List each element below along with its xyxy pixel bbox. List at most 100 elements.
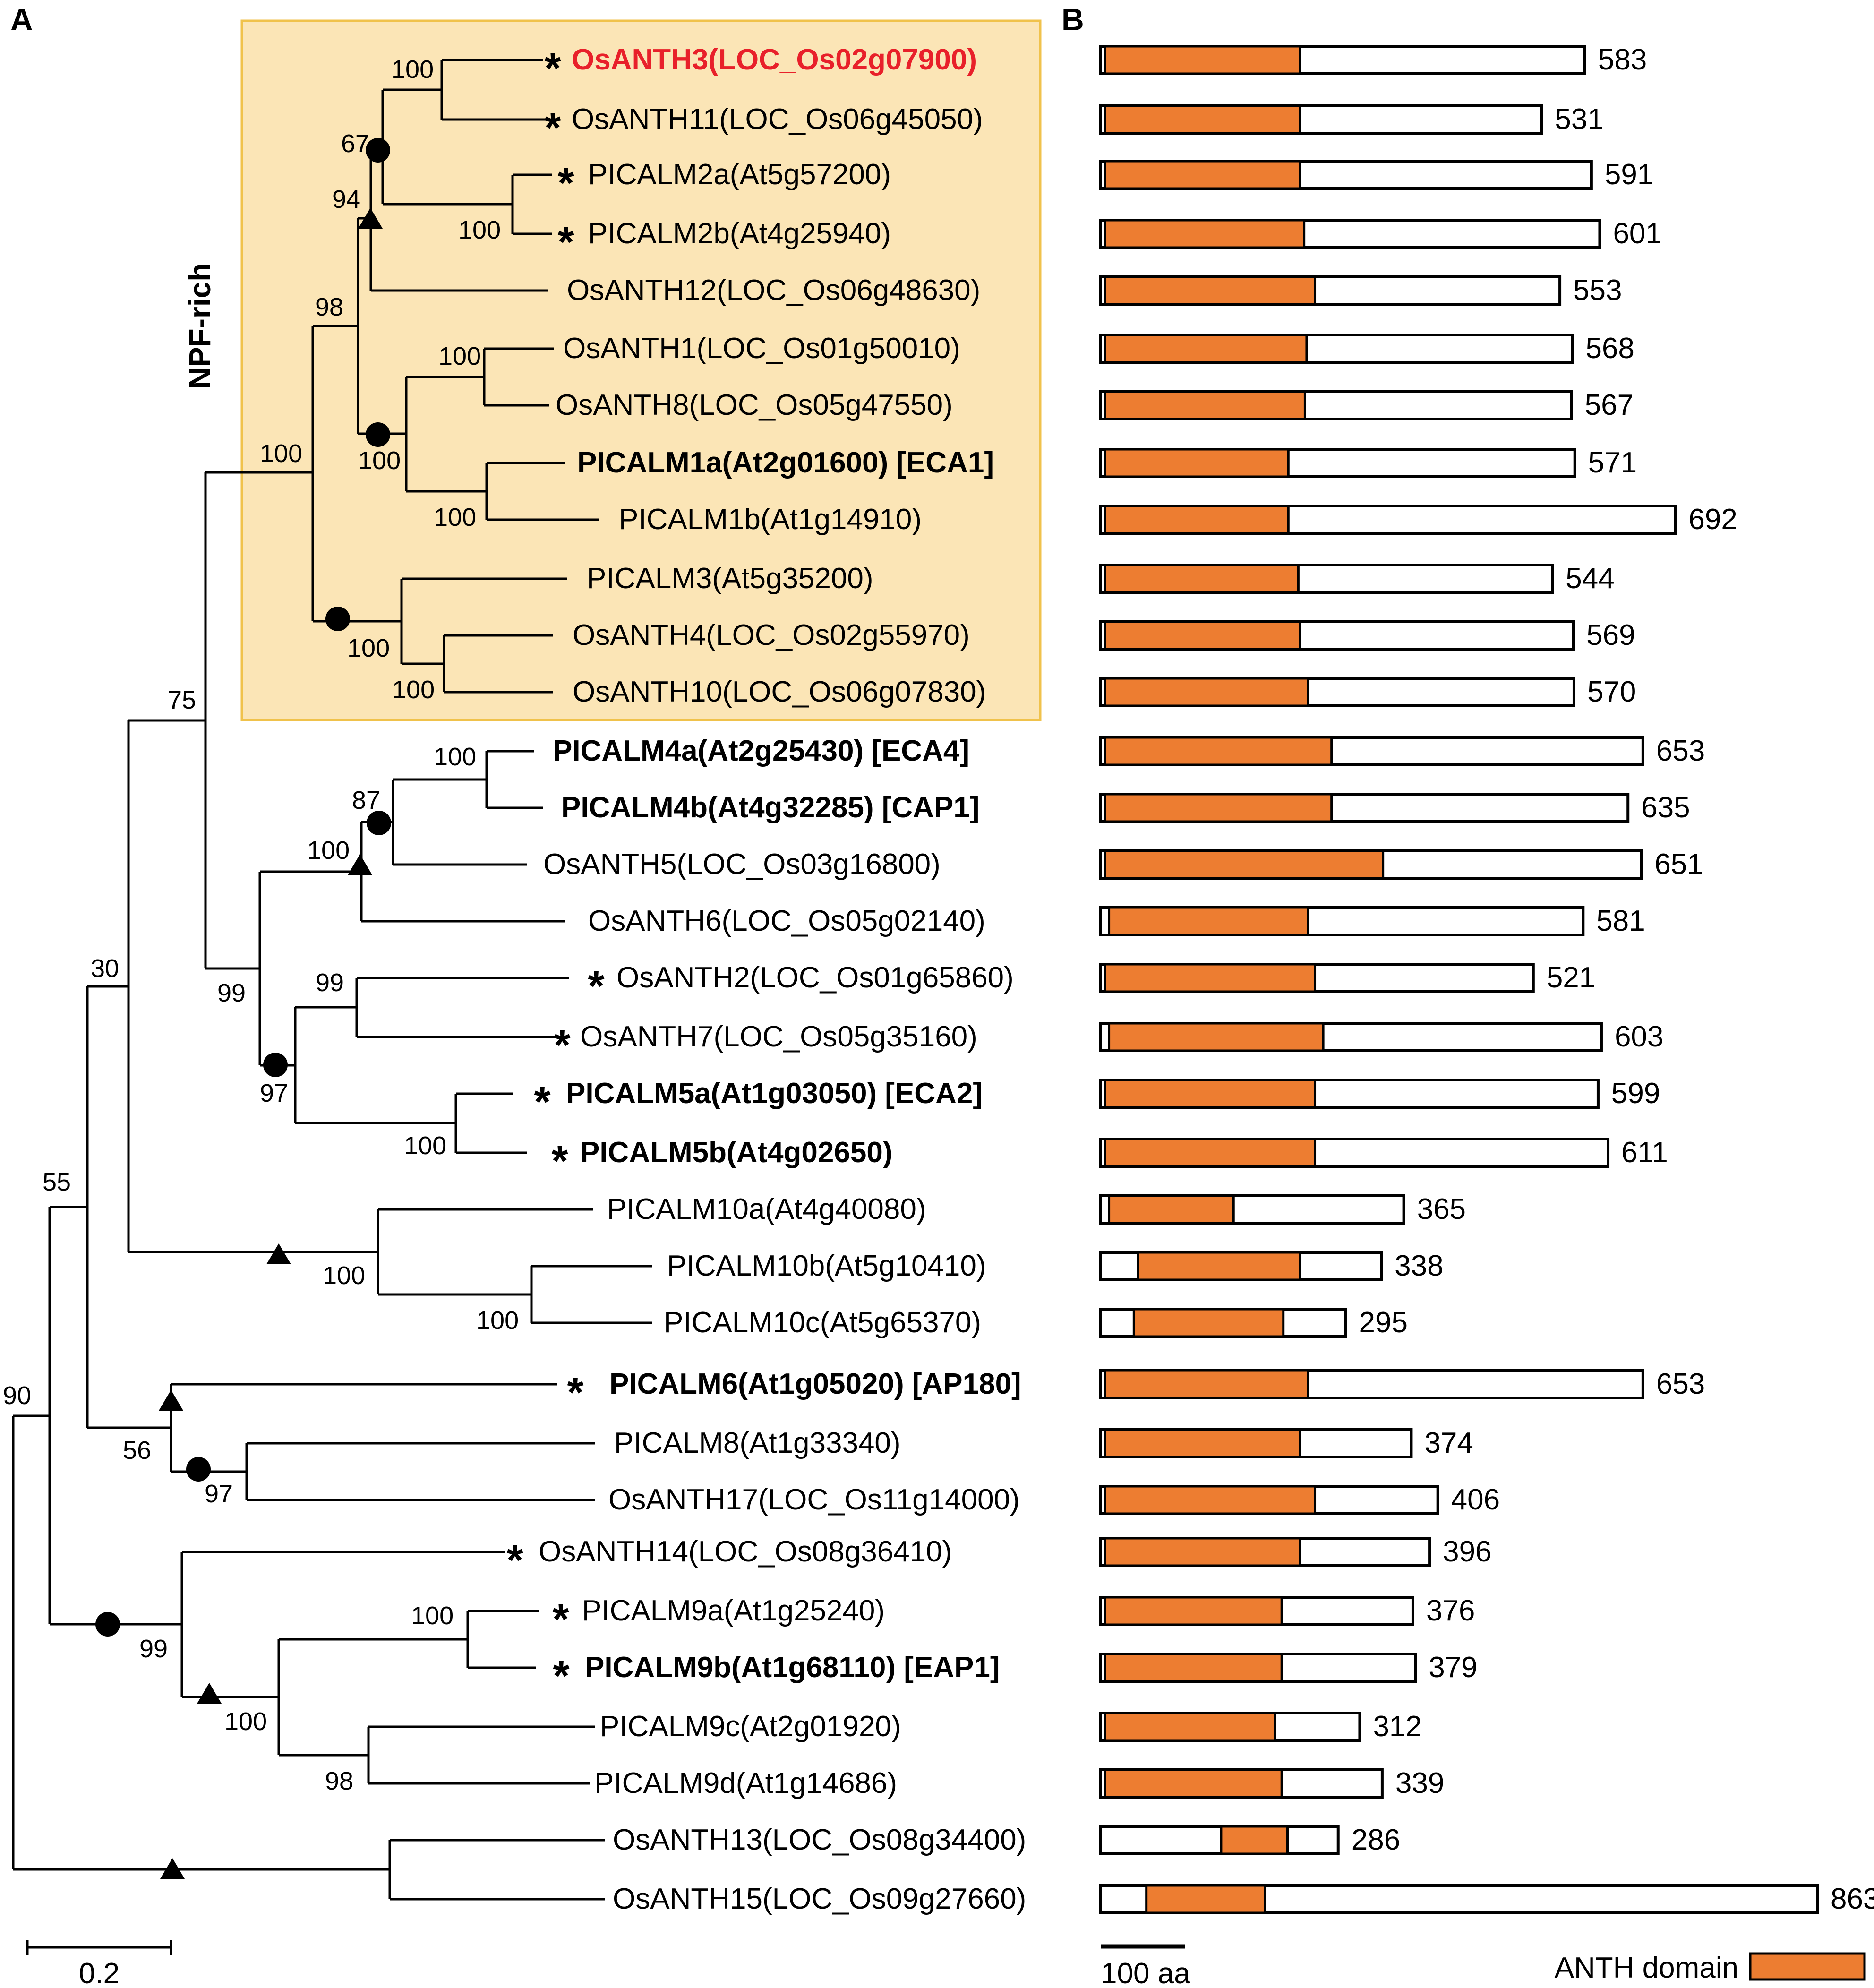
node-circle-marker bbox=[366, 422, 390, 447]
tree-branch bbox=[87, 1383, 557, 1472]
green-asterisk-marker: * bbox=[534, 1079, 550, 1126]
anth-domain-bar bbox=[1104, 1485, 1317, 1515]
green-asterisk-marker: * bbox=[557, 160, 574, 207]
anth-domain-bar bbox=[1104, 160, 1301, 190]
leaf-label: PICALM9a(At1g25240) bbox=[582, 1594, 885, 1627]
anth-domain-bar bbox=[1104, 334, 1308, 364]
bootstrap-value: 100 bbox=[358, 446, 401, 475]
bootstrap-value: 99 bbox=[316, 968, 344, 997]
bootstrap-value: 100 bbox=[476, 1306, 519, 1335]
leaf-label: OsANTH1(LOC_Os01g50010) bbox=[563, 332, 960, 365]
protein-length-label: 611 bbox=[1621, 1136, 1668, 1169]
anth-domain-bar bbox=[1145, 1884, 1266, 1914]
leaf-label: OsANTH17(LOC_Os11g14000) bbox=[608, 1483, 1020, 1516]
anth-domain-bar bbox=[1104, 390, 1306, 420]
protein-bar bbox=[1099, 1825, 1340, 1855]
anth-domain-bar bbox=[1104, 1369, 1309, 1399]
bootstrap-value: 100 bbox=[438, 342, 481, 370]
anth-domain-bar bbox=[1104, 1079, 1317, 1109]
leaf-label: OsANTH4(LOC_Os02g55970) bbox=[573, 619, 970, 651]
leaf-label: PICALM1b(At1g14910) bbox=[619, 503, 922, 536]
anth-domain-bar bbox=[1104, 448, 1290, 478]
node-triangle-marker bbox=[348, 854, 372, 875]
domain-scale-bar: 100 aa bbox=[1101, 1944, 1190, 1988]
protein-length-label: 635 bbox=[1641, 791, 1690, 824]
tree-branch bbox=[393, 750, 543, 809]
panel-b-label: B bbox=[1061, 2, 1084, 37]
leaf-label: OsANTH10(LOC_Os06g07830) bbox=[573, 676, 986, 708]
leaf-label: OsANTH15(LOC_Os09g27660) bbox=[613, 1883, 1026, 1915]
protein-length-label: 651 bbox=[1654, 848, 1703, 881]
tree-branch bbox=[205, 326, 314, 621]
tree-branch bbox=[295, 1092, 527, 1154]
green-asterisk-marker: * bbox=[557, 219, 574, 266]
node-triangle-marker bbox=[159, 1390, 183, 1411]
leaf-label: PICALM4a(At2g25430) [ECA4] bbox=[553, 735, 969, 767]
protein-length-label: 312 bbox=[1373, 1710, 1421, 1743]
protein-length-label: 295 bbox=[1359, 1306, 1408, 1339]
tree-branch bbox=[128, 1208, 593, 1294]
node-circle-marker bbox=[366, 138, 390, 163]
leaf-label: PICALM3(At5g35200) bbox=[587, 562, 873, 595]
protein-length-label: 581 bbox=[1596, 905, 1645, 937]
bootstrap-value: 100 bbox=[411, 1602, 454, 1630]
bootstrap-value: 67 bbox=[341, 129, 369, 158]
anth-domain-bar bbox=[1104, 1428, 1301, 1458]
protein-length-label: 692 bbox=[1688, 503, 1737, 536]
protein-length-label: 653 bbox=[1656, 735, 1705, 767]
anth-domain-bar bbox=[1137, 1251, 1301, 1281]
anth-domain-bar bbox=[1104, 1653, 1283, 1683]
node-triangle-marker bbox=[358, 208, 383, 229]
red-asterisk-marker: * bbox=[544, 45, 561, 92]
protein-length-label: 571 bbox=[1588, 446, 1637, 479]
protein-length-label: 863 bbox=[1831, 1883, 1874, 1915]
anth-domain-bar bbox=[1104, 677, 1309, 707]
leaf-label: PICALM8(At1g33340) bbox=[614, 1427, 901, 1459]
leaf-label: OsANTH5(LOC_Os03g16800) bbox=[543, 848, 941, 881]
anth-domain-bar bbox=[1108, 906, 1309, 936]
leaf-label: PICALM9c(At2g01920) bbox=[600, 1710, 901, 1743]
node-circle-marker bbox=[263, 1053, 288, 1077]
node-triangle-marker bbox=[160, 1858, 185, 1879]
bootstrap-value: 100 bbox=[404, 1131, 446, 1160]
protein-length-label: 591 bbox=[1605, 158, 1653, 191]
tree-branch bbox=[279, 1725, 595, 1785]
bootstrap-value: 75 bbox=[168, 686, 196, 714]
leaf-label: OsANTH2(LOC_Os01g65860) bbox=[616, 961, 1014, 994]
leaf-label: PICALM10c(At5g65370) bbox=[664, 1306, 981, 1339]
protein-length-label: 339 bbox=[1395, 1767, 1444, 1799]
bootstrap-value: 56 bbox=[123, 1436, 151, 1465]
anth-domain-bar bbox=[1104, 45, 1301, 75]
tree-branch bbox=[383, 59, 548, 121]
bootstrap-value: 100 bbox=[458, 216, 501, 244]
node-circle-marker bbox=[325, 607, 350, 631]
protein-length-label: 365 bbox=[1417, 1193, 1466, 1225]
leaf-label: PICALM9b(At1g68110) [EAP1] bbox=[585, 1651, 1000, 1684]
bootstrap-value: 55 bbox=[43, 1168, 71, 1196]
legend-anth-swatch bbox=[1749, 1952, 1866, 1981]
tree-branch bbox=[87, 720, 130, 1252]
tree-branch bbox=[295, 977, 569, 1038]
anth-domain-bar bbox=[1220, 1825, 1289, 1855]
bootstrap-value: 99 bbox=[217, 979, 246, 1007]
tree-branch bbox=[50, 986, 89, 1428]
anth-domain-bar bbox=[1104, 1596, 1283, 1626]
panel-a-label: A bbox=[10, 2, 33, 37]
protein-length-label: 653 bbox=[1656, 1368, 1705, 1400]
tree-branch bbox=[279, 1610, 539, 1669]
bootstrap-value: 100 bbox=[323, 1261, 365, 1290]
green-asterisk-marker: * bbox=[552, 1596, 569, 1643]
leaf-label: OsANTH14(LOC_Os08g36410) bbox=[539, 1535, 952, 1568]
tree-scale-bar: 0.2 bbox=[26, 1940, 172, 1988]
tree-branch bbox=[313, 218, 359, 434]
anth-domain-bar bbox=[1104, 849, 1385, 880]
tree-branch bbox=[402, 634, 553, 694]
tree-branch bbox=[383, 173, 552, 235]
leaf-label: OsANTH8(LOC_Os05g47550) bbox=[556, 389, 953, 421]
leaf-labels: * OsANTH3(LOC_Os02g07900) * OsANTH11(LOC_Os… bbox=[506, 43, 1026, 1915]
protein-length-label: 286 bbox=[1352, 1824, 1400, 1856]
protein-length-label: 396 bbox=[1443, 1535, 1491, 1568]
leaf-label: PICALM4b(At4g32285) [CAP1] bbox=[561, 791, 979, 824]
bootstrap-value: 97 bbox=[260, 1079, 288, 1107]
